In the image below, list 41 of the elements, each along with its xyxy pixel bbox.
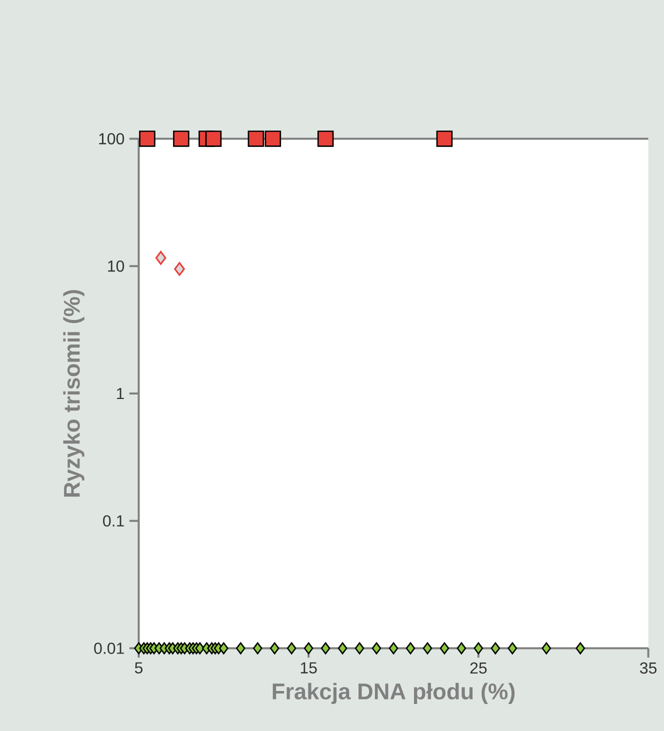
- point: [436, 130, 452, 147]
- y-tick-label: 100: [99, 133, 124, 144]
- x-tick-label: 15: [300, 662, 317, 674]
- point: [440, 642, 449, 654]
- point: [474, 642, 483, 654]
- y-tick-label: 0.01: [94, 642, 124, 654]
- point: [236, 642, 246, 654]
- y-axis-title: Ryzyko trisomii (%): [63, 290, 84, 497]
- point: [304, 642, 314, 654]
- point: [218, 642, 228, 654]
- point: [195, 642, 204, 654]
- point: [252, 642, 262, 654]
- point: [388, 642, 398, 654]
- point: [542, 642, 551, 654]
- point: [406, 642, 416, 654]
- point: [354, 642, 364, 654]
- point: [456, 642, 466, 654]
- point: [270, 642, 280, 654]
- point: [155, 250, 166, 265]
- point: [576, 642, 585, 654]
- point: [372, 642, 382, 654]
- y-tick-label: 1: [116, 388, 124, 400]
- point: [172, 130, 190, 147]
- y-tick-label: 0.1: [102, 515, 124, 527]
- point: [264, 130, 281, 147]
- point: [422, 642, 432, 654]
- point: [338, 642, 348, 654]
- point: [317, 130, 334, 147]
- point: [138, 130, 156, 147]
- x-tick-label: 25: [470, 662, 487, 674]
- point: [205, 130, 222, 147]
- point: [286, 642, 296, 654]
- point: [490, 642, 500, 654]
- x-axis-title: Frakcja DNA płodu (%): [272, 682, 514, 704]
- point: [508, 642, 517, 654]
- point: [248, 130, 264, 147]
- point: [320, 642, 330, 654]
- point: [174, 262, 185, 276]
- x-tick-label: 35: [640, 662, 656, 674]
- y-tick-label: 10: [108, 260, 124, 272]
- x-tick-label: 5: [134, 662, 142, 674]
